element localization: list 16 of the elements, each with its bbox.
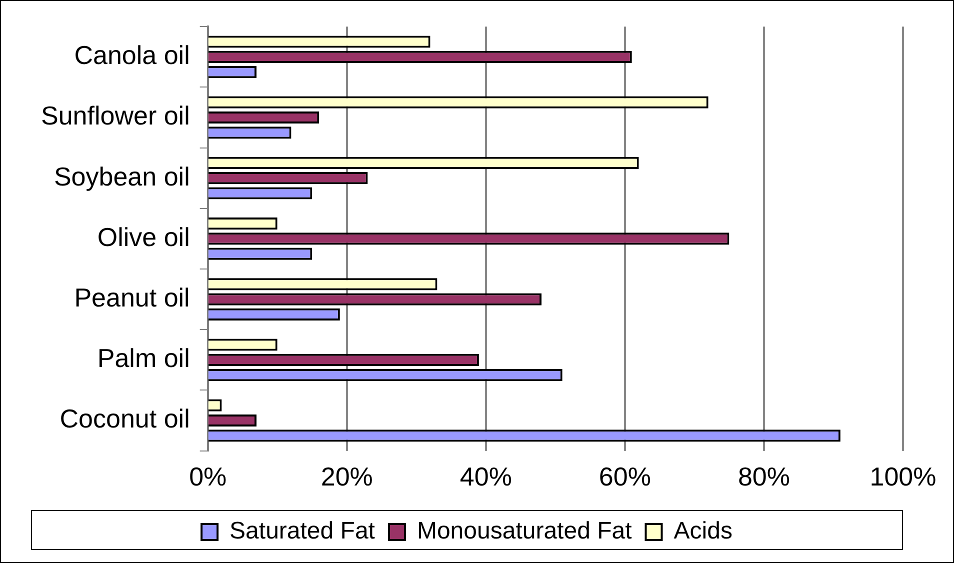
legend-label: Saturated Fat (230, 518, 376, 545)
x-tick-label: 20% (320, 462, 373, 492)
y-tick-label: Coconut oil (60, 404, 190, 434)
y-tick-label: Soybean oil (54, 161, 190, 192)
y-tick-label: Canola oil (74, 40, 190, 70)
y-tick-label: Peanut oil (74, 282, 190, 312)
x-tick-label: 60% (598, 462, 651, 492)
legend-label: Acids (674, 518, 732, 545)
x-tick-label: 0% (189, 462, 227, 492)
x-tick-label: 80% (738, 462, 790, 492)
x-tick-label: 100% (870, 462, 936, 492)
y-tick-label: Palm oil (97, 343, 190, 374)
y-tick-label: Olive oil (97, 222, 190, 252)
y-tick-label: Sunflower oil (40, 100, 190, 131)
x-tick-label: 40% (460, 462, 512, 492)
legend-label: Monousaturated Fat (416, 518, 632, 545)
